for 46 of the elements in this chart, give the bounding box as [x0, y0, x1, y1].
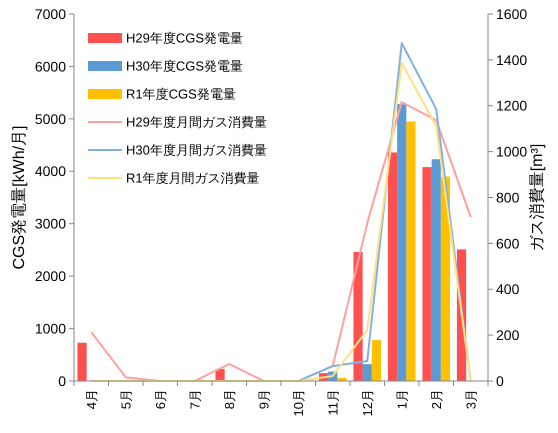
- y-tick-label: 6000: [34, 58, 66, 74]
- x-tick-label: 11月: [325, 389, 340, 416]
- y-tick-label: 7000: [34, 6, 66, 22]
- y2-tick-label: 400: [496, 281, 520, 298]
- x-tick-label: 12月: [360, 389, 375, 416]
- bar: [397, 104, 406, 381]
- x-tick-label: 9月: [256, 389, 272, 410]
- y-tick-label: 3000: [34, 216, 66, 232]
- bar: [372, 340, 382, 381]
- y2-tick-label: 600: [496, 235, 520, 252]
- y-tick-label: 5000: [34, 110, 66, 127]
- y-tick-label: 2000: [34, 268, 66, 284]
- x-tick-label: 8月: [222, 389, 237, 410]
- y-tick-label: 0: [58, 372, 66, 389]
- x-tick-label: 7月: [187, 389, 202, 410]
- legend-label: R1年度CGS発電量: [126, 86, 236, 102]
- x-tick-label: 10月: [290, 389, 306, 416]
- y2-tick-label: 1000: [496, 144, 528, 160]
- y-tick-label: 4000: [34, 163, 66, 180]
- x-tick-label: 1月: [394, 389, 410, 410]
- bar: [362, 364, 372, 381]
- legend-label: H30年度月間ガス消費量: [126, 142, 267, 158]
- x-tick-label: 5月: [118, 389, 134, 410]
- x-tick-label: 3月: [463, 389, 478, 410]
- line-series: [297, 42, 472, 382]
- y2-tick-label: 1400: [496, 52, 528, 68]
- bar: [77, 342, 87, 381]
- y2-tick-label: 1600: [496, 6, 528, 22]
- bar: [422, 167, 432, 381]
- y-axis-title: CGS発電量[kWh/月]: [11, 125, 28, 270]
- x-tick-label: 6月: [152, 389, 168, 410]
- y-tick-label: 1000: [34, 320, 66, 336]
- x-tick-label: 4月: [84, 389, 99, 410]
- bar: [406, 121, 416, 381]
- y2-tick-label: 0: [496, 372, 504, 389]
- bar: [432, 159, 441, 381]
- y2-axis-title: ガス消費量[m³]: [528, 144, 546, 252]
- legend-label: H29年度CGS発電量: [126, 30, 244, 46]
- x-tick-label: 2月: [428, 389, 444, 410]
- legend-label: R1年度月間ガス消費量: [126, 170, 260, 186]
- y2-tick-label: 200: [496, 327, 520, 344]
- legend-label: H29年度月間ガス消費量: [126, 114, 267, 130]
- bar: [388, 152, 398, 381]
- y2-tick-label: 800: [496, 189, 520, 206]
- y2-tick-label: 1200: [496, 98, 528, 114]
- legend-label: H30年度CGS発電量: [126, 58, 244, 74]
